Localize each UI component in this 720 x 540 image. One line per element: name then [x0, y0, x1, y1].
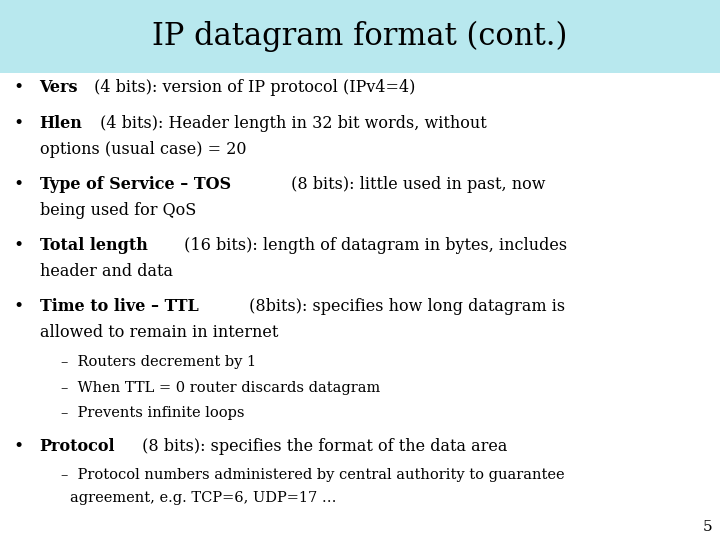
Text: (8 bits): specifies the format of the data area: (8 bits): specifies the format of the da…	[137, 438, 508, 455]
Text: •: •	[13, 438, 23, 455]
Text: •: •	[13, 237, 23, 254]
Bar	[0, 0, 720, 73]
Text: Protocol: Protocol	[40, 438, 115, 455]
Text: IP datagram format (cont.): IP datagram format (cont.)	[153, 21, 567, 52]
Text: header and data: header and data	[40, 263, 173, 280]
Text: (4 bits): Header length in 32 bit words, without: (4 bits): Header length in 32 bit words,…	[95, 114, 487, 132]
Text: Hlen: Hlen	[40, 114, 83, 132]
Text: •: •	[13, 176, 23, 193]
Text: Vers: Vers	[40, 79, 78, 96]
Text: (8bits): specifies how long datagram is: (8bits): specifies how long datagram is	[244, 298, 566, 315]
Text: •: •	[13, 79, 23, 96]
Text: –  Protocol numbers administered by central authority to guarantee: – Protocol numbers administered by centr…	[61, 468, 564, 482]
Text: Type of Service – TOS: Type of Service – TOS	[40, 176, 230, 193]
Text: –  Routers decrement by 1: – Routers decrement by 1	[61, 355, 256, 369]
Text: Total length: Total length	[40, 237, 148, 254]
Text: allowed to remain in internet: allowed to remain in internet	[40, 325, 278, 341]
Text: •: •	[13, 114, 23, 132]
Text: –  When TTL = 0 router discards datagram: – When TTL = 0 router discards datagram	[61, 381, 380, 395]
Text: –  Prevents infinite loops: – Prevents infinite loops	[61, 406, 245, 420]
Text: 5: 5	[703, 519, 713, 534]
Text: options (usual case) = 20: options (usual case) = 20	[40, 140, 246, 158]
Text: agreement, e.g. TCP=6, UDP=17 …: agreement, e.g. TCP=6, UDP=17 …	[70, 491, 336, 505]
Text: •: •	[13, 298, 23, 315]
Text: (4 bits): version of IP protocol (IPv4=4): (4 bits): version of IP protocol (IPv4=4…	[89, 79, 415, 96]
Text: (8 bits): little used in past, now: (8 bits): little used in past, now	[287, 176, 546, 193]
Text: (16 bits): length of datagram in bytes, includes: (16 bits): length of datagram in bytes, …	[179, 237, 567, 254]
Text: Time to live – TTL: Time to live – TTL	[40, 298, 198, 315]
Text: being used for QoS: being used for QoS	[40, 202, 196, 219]
